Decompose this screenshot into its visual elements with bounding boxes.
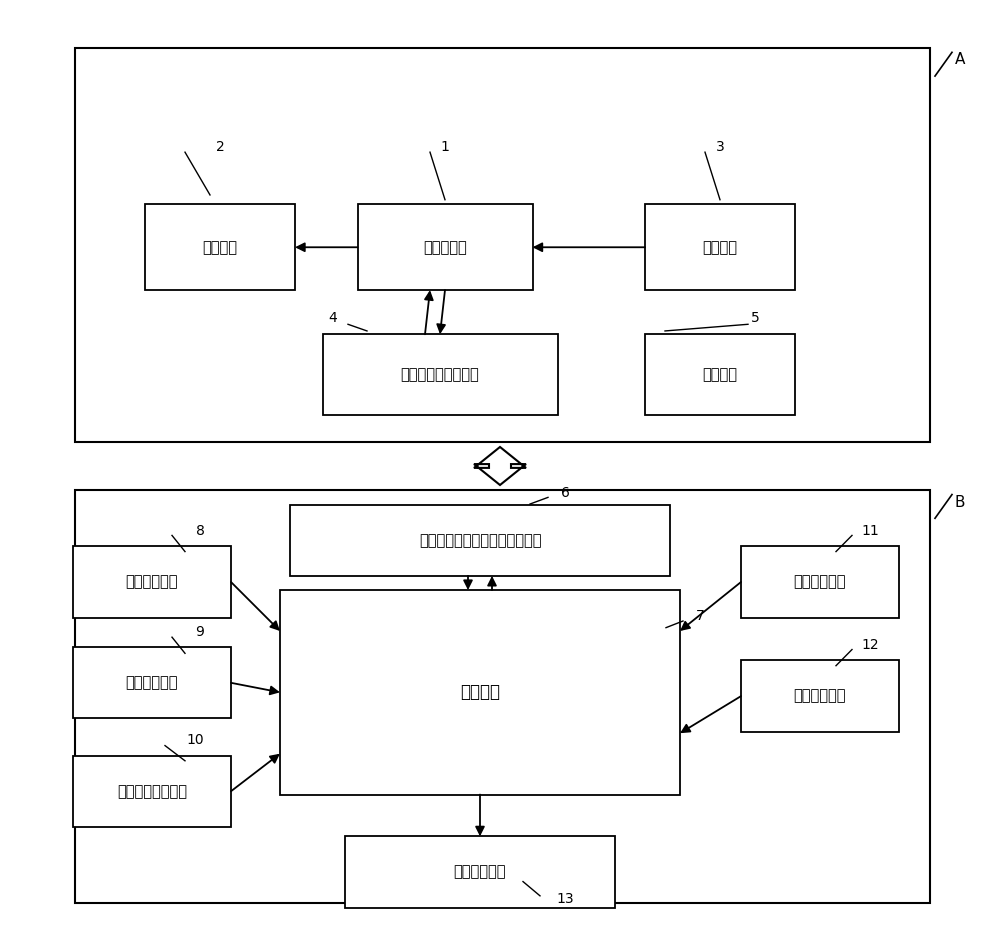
- Text: 智能化装置通信单元: 智能化装置通信单元: [401, 367, 479, 382]
- Text: A: A: [955, 52, 965, 68]
- Text: 7: 7: [696, 610, 704, 623]
- Text: 10: 10: [186, 733, 204, 747]
- Text: 电源单元: 电源单元: [702, 367, 738, 382]
- Polygon shape: [474, 447, 526, 485]
- Text: 血糖采集单元: 血糖采集单元: [794, 574, 846, 590]
- Bar: [345, 837, 615, 907]
- Text: 血压采集单元: 血压采集单元: [794, 689, 846, 704]
- Text: 4: 4: [329, 311, 337, 324]
- Text: 13: 13: [556, 892, 574, 905]
- Text: 9: 9: [196, 626, 204, 639]
- Text: 6: 6: [561, 486, 569, 499]
- Text: 3: 3: [716, 141, 724, 154]
- Bar: [73, 648, 231, 719]
- Text: 配套智能移动设备装置通信单元: 配套智能移动设备装置通信单元: [419, 533, 541, 548]
- Text: 8: 8: [196, 524, 204, 537]
- Text: 主控单元: 主控单元: [460, 684, 500, 701]
- Text: 2: 2: [216, 141, 224, 154]
- Bar: [741, 661, 899, 732]
- Bar: [645, 204, 795, 290]
- Bar: [358, 204, 532, 290]
- Bar: [73, 546, 231, 618]
- Bar: [290, 504, 670, 575]
- Text: B: B: [955, 495, 966, 510]
- Text: 采集单元: 采集单元: [702, 240, 738, 255]
- Bar: [145, 204, 295, 290]
- Bar: [280, 590, 680, 794]
- Text: 运动采集单元: 运动采集单元: [126, 675, 178, 690]
- Text: 提醒采集单元: 提醒采集单元: [454, 864, 506, 880]
- Text: 微控制单元: 微控制单元: [423, 240, 467, 255]
- Bar: [75, 48, 930, 442]
- Bar: [75, 490, 930, 903]
- Text: 提醒单元: 提醒单元: [202, 240, 238, 255]
- Bar: [73, 755, 231, 826]
- Text: 12: 12: [861, 638, 879, 651]
- Text: 基础数据录入单元: 基础数据录入单元: [117, 784, 187, 799]
- Text: 5: 5: [751, 311, 759, 324]
- Text: 饮食采集单元: 饮食采集单元: [126, 574, 178, 590]
- Bar: [322, 335, 558, 415]
- Bar: [645, 335, 795, 415]
- Text: 11: 11: [861, 524, 879, 537]
- Bar: [741, 546, 899, 618]
- Text: 1: 1: [441, 141, 449, 154]
